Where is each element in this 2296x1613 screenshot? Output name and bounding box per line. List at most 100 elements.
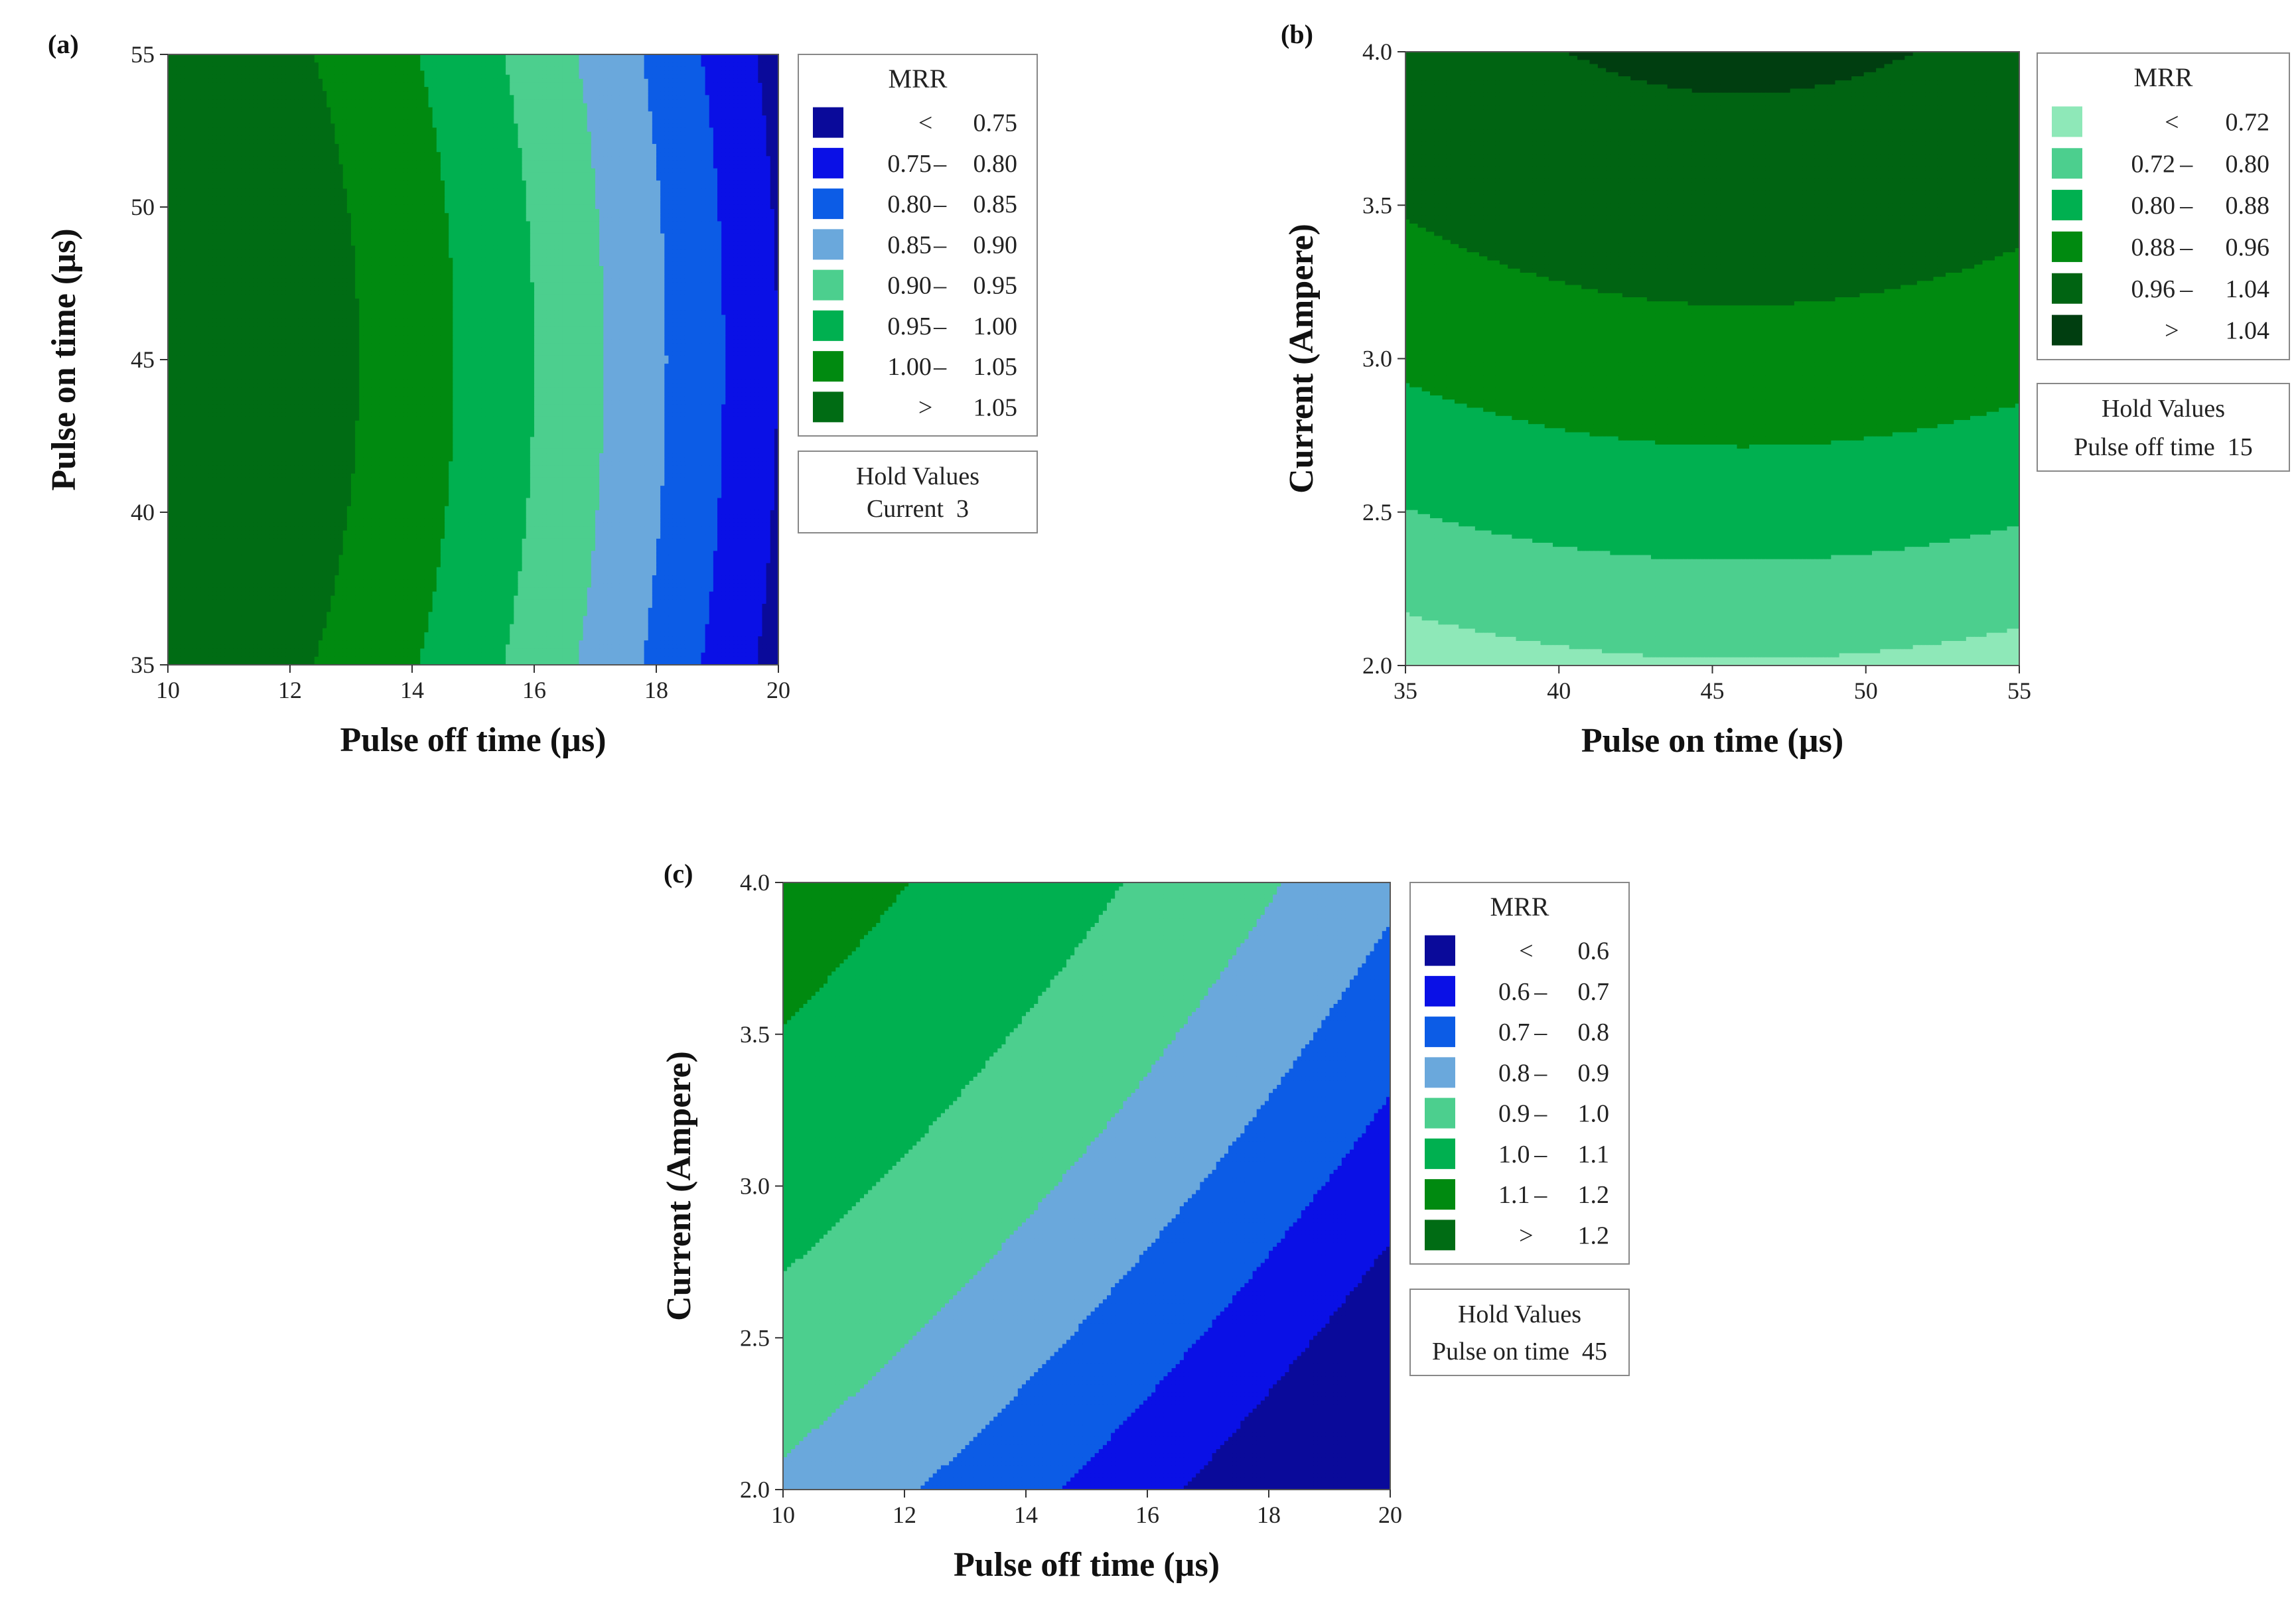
contour-cell — [612, 62, 616, 67]
contour-cell — [265, 54, 270, 59]
contour-cell — [217, 71, 222, 76]
contour-cell — [717, 66, 722, 71]
contour-cell — [384, 58, 388, 63]
contour-cell — [697, 62, 701, 67]
contour-cell — [506, 66, 510, 71]
contour-cell — [180, 54, 184, 59]
contour-cell — [599, 58, 604, 63]
contour-cell — [412, 62, 417, 67]
contour-cell — [632, 66, 636, 71]
contour-cell — [624, 58, 628, 63]
contour-cell — [257, 62, 262, 67]
contour-cell — [355, 58, 360, 63]
contour-cell — [200, 58, 205, 63]
contour-cell — [620, 66, 624, 71]
contour-cell — [473, 58, 478, 63]
contour-cell — [603, 62, 608, 67]
contour-cell — [192, 54, 197, 59]
contour-cell — [424, 58, 429, 63]
contour-cell — [359, 54, 364, 59]
contour-cell — [477, 66, 482, 71]
contour-cell — [746, 66, 751, 71]
contour-cell — [514, 54, 518, 59]
contour-cell — [510, 62, 514, 67]
contour-cell — [758, 58, 762, 63]
contour-cell — [168, 54, 173, 59]
contour-cell — [441, 62, 445, 67]
contour-cell — [176, 54, 180, 59]
contour-cell — [408, 58, 413, 63]
contour-cell — [477, 58, 482, 63]
contour-cell — [530, 62, 535, 67]
contour-cell — [269, 58, 274, 63]
contour-cell — [607, 66, 612, 71]
contour-cell — [237, 54, 242, 59]
contour-cell — [616, 62, 620, 67]
contour-cell — [693, 66, 697, 71]
contour-cell — [551, 66, 555, 71]
contour-cell — [636, 66, 640, 71]
contour-cell — [465, 66, 470, 71]
contour-cell — [766, 66, 771, 71]
contour-cell — [229, 62, 234, 67]
contour-cell — [221, 62, 226, 67]
contour-cell — [420, 66, 425, 71]
contour-cell — [408, 66, 413, 71]
contour-cell — [738, 58, 743, 63]
contour-cell — [172, 54, 177, 59]
contour-cell — [668, 54, 673, 59]
contour-cell — [208, 58, 213, 63]
contour-cell — [603, 66, 608, 71]
contour-cell — [612, 54, 616, 59]
contour-cell — [282, 62, 287, 67]
contour-cell — [420, 62, 425, 67]
contour-cell — [538, 54, 543, 59]
contour-cell — [339, 54, 344, 59]
contour-cell — [526, 62, 531, 67]
contour-cell — [616, 58, 620, 63]
contour-cell — [534, 66, 539, 71]
contour-cell — [412, 58, 417, 63]
contour-plot — [168, 54, 779, 666]
contour-cell — [546, 66, 551, 71]
contour-cell — [526, 58, 531, 63]
contour-cell — [579, 66, 583, 71]
contour-cell — [384, 54, 388, 59]
contour-cell — [701, 58, 705, 63]
contour-cell — [233, 66, 238, 71]
contour-cell — [172, 66, 177, 71]
contour-cell — [729, 66, 734, 71]
contour-cell — [188, 66, 193, 71]
contour-cell — [323, 66, 327, 71]
contour-cell — [457, 62, 461, 67]
contour-cell — [697, 58, 701, 63]
contour-cell — [445, 54, 449, 59]
contour-cell — [315, 54, 319, 59]
contour-cell — [433, 66, 437, 71]
contour-cell — [559, 54, 563, 59]
contour-cell — [172, 62, 177, 67]
contour-cell — [311, 58, 315, 63]
contour-cell — [225, 54, 230, 59]
contour-cell — [567, 54, 571, 59]
contour-cell — [498, 66, 502, 71]
contour-cell — [200, 66, 205, 71]
contour-cell — [652, 62, 657, 67]
contour-cell — [742, 54, 747, 59]
contour-cell — [250, 62, 254, 67]
contour-cell — [326, 58, 331, 63]
contour-cell — [534, 58, 539, 63]
contour-cell — [404, 62, 409, 67]
contour-cell — [742, 58, 747, 63]
contour-cell — [229, 54, 234, 59]
contour-cell — [587, 66, 592, 71]
contour-cell — [380, 66, 384, 71]
contour-cell — [416, 66, 421, 71]
contour-cell — [294, 66, 299, 71]
contour-cell — [172, 58, 177, 63]
contour-cell — [770, 58, 775, 63]
contour-cell — [433, 62, 437, 67]
contour-cell — [664, 62, 669, 67]
contour-cell — [481, 62, 486, 67]
contour-cell — [343, 66, 348, 71]
